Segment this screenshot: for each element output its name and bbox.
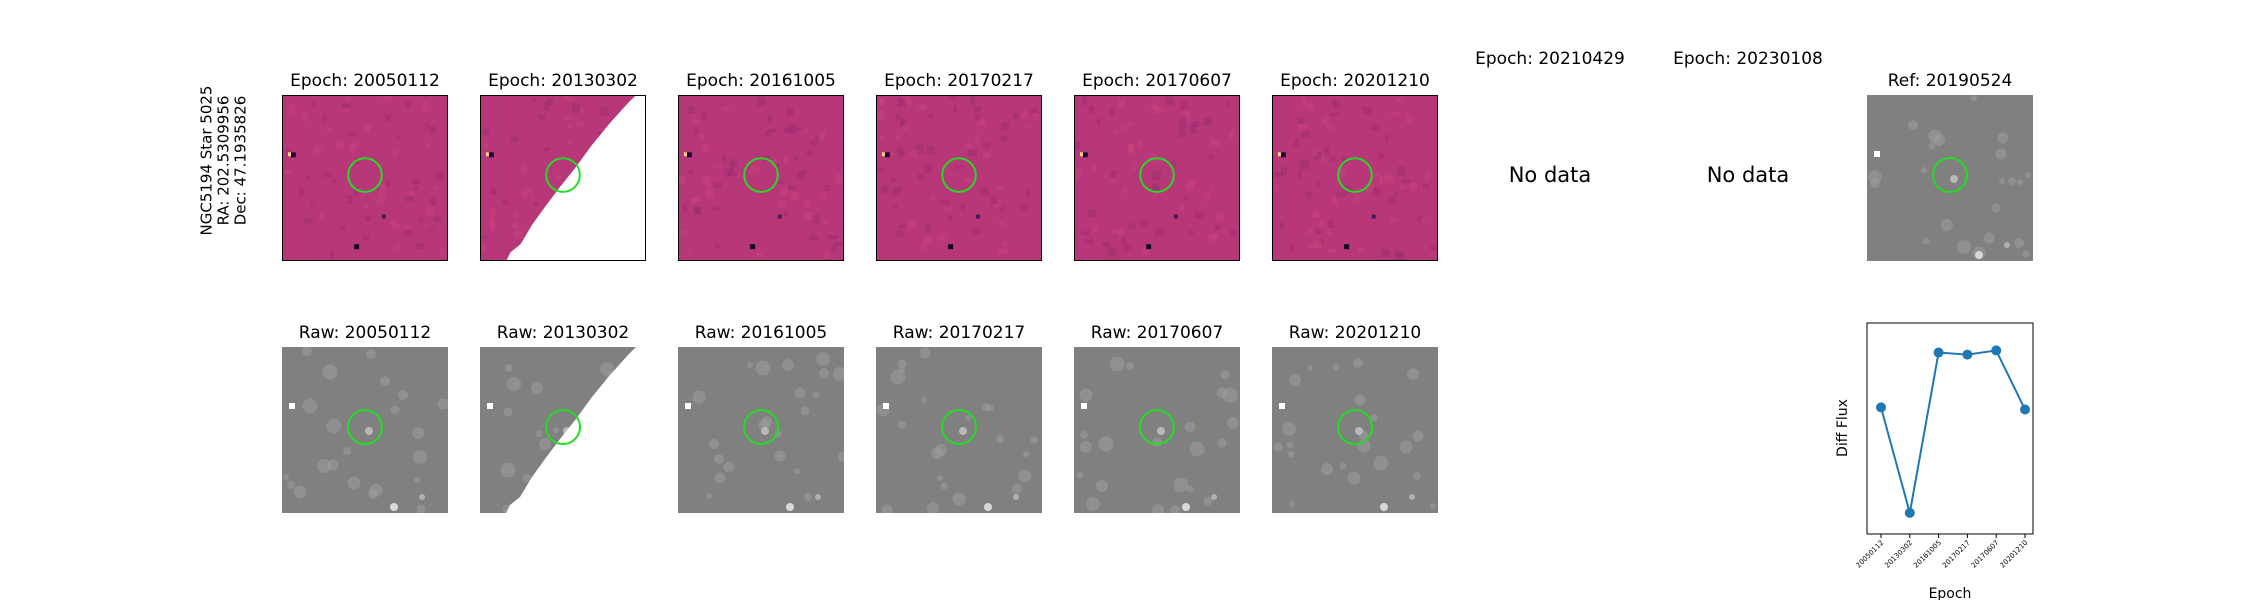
x-tick-label: 20161005: [1912, 539, 1943, 570]
raw-image-panel[interactable]: [480, 347, 646, 513]
diff-panel-title: Epoch: 20161005: [686, 71, 836, 91]
x-tick-label: 20050112: [1855, 539, 1886, 570]
diff-panel-title: Epoch: 20170607: [1082, 71, 1232, 91]
raw-panel-title: Raw: 20170607: [1090, 323, 1224, 343]
x-tick-label: 20170607: [1970, 539, 2001, 570]
data-point[interactable]: [1962, 349, 1973, 360]
data-point[interactable]: [1933, 347, 1944, 358]
raw-image-panel[interactable]: [282, 347, 448, 513]
raw-image-panel[interactable]: [1272, 347, 1438, 513]
data-point[interactable]: [2020, 404, 2030, 415]
diff-panel-title: Epoch: 20210429: [1475, 49, 1625, 69]
x-tick-label: 20201210: [1999, 539, 2030, 570]
ra-label: RA: 202.5309956: [214, 95, 233, 226]
diff-image-panel[interactable]: [678, 95, 844, 261]
diff-panel-title: Epoch: 20170217: [884, 71, 1034, 91]
diff-panel-title: Epoch: 20230108: [1673, 49, 1823, 69]
star-name-label: NGC5194 Star 5025: [197, 85, 216, 236]
no-data-label: No data: [1706, 163, 1790, 187]
raw-image-panel[interactable]: [876, 347, 1042, 513]
diff-image-panel[interactable]: [1272, 95, 1438, 261]
data-point[interactable]: [1991, 345, 2002, 356]
plot-frame: [1866, 322, 2034, 535]
diff-panel-title: Epoch: 20130302: [488, 71, 638, 91]
raw-panel-title: Raw: 20161005: [694, 323, 828, 343]
y-axis-label: Diff Flux: [1835, 399, 1851, 457]
x-axis-label: Epoch: [1929, 586, 1972, 600]
raw-panel-title: Raw: 20050112: [298, 323, 432, 343]
x-tick-label: 20170217: [1941, 539, 1972, 570]
data-point[interactable]: [1876, 402, 1886, 413]
raw-image-panel[interactable]: [678, 347, 844, 513]
series-line: [1880, 349, 2026, 514]
diff-image-panel[interactable]: [1074, 95, 1240, 261]
x-tick-label: 20130302: [1883, 539, 1914, 570]
raw-panel-title: Raw: 20130302: [496, 323, 630, 343]
data-point[interactable]: [1904, 507, 1915, 518]
no-data-label: No data: [1508, 163, 1592, 187]
diff-flux-lightcurve-chart[interactable]: 2005011220130302201610052017021720170607…: [1830, 310, 2070, 600]
ref-panel-title: Ref: 20190524: [1887, 71, 2013, 91]
raw-image-panel[interactable]: [1074, 347, 1240, 513]
ref-image-panel[interactable]: [1867, 95, 2033, 261]
diff-panel-title: Epoch: 20050112: [290, 71, 440, 91]
diff-image-panel[interactable]: [480, 95, 646, 261]
raw-panel-title: Raw: 20170217: [892, 323, 1026, 343]
diff-image-panel[interactable]: [876, 95, 1042, 261]
diff-image-panel[interactable]: [282, 95, 448, 261]
diff-panel-title: Epoch: 20201210: [1280, 71, 1430, 91]
raw-panel-title: Raw: 20201210: [1288, 323, 1422, 343]
